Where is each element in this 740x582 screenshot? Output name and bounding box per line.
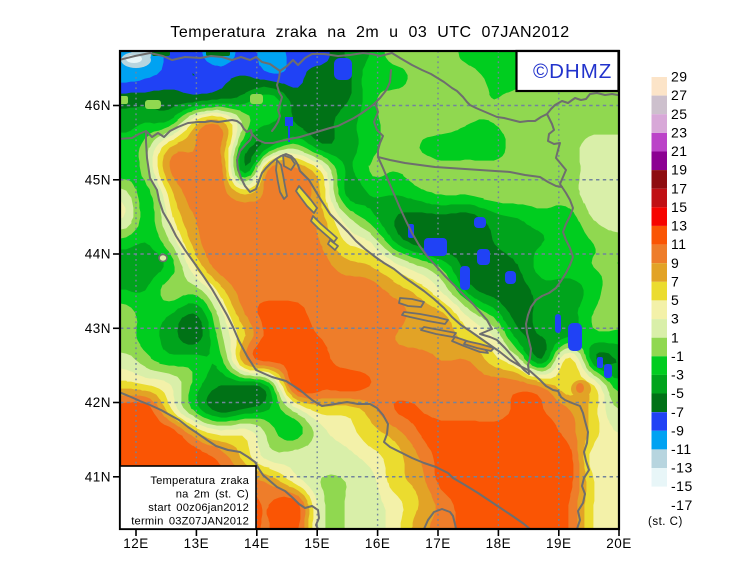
svg-text:start 00z06jan2012: start 00z06jan2012 xyxy=(148,502,249,514)
svg-text:44N: 44N xyxy=(85,247,111,262)
svg-text:-1: -1 xyxy=(671,348,684,364)
svg-text:16E: 16E xyxy=(365,536,391,551)
svg-text:13: 13 xyxy=(671,218,688,234)
svg-text:15E: 15E xyxy=(304,536,330,551)
svg-text:-9: -9 xyxy=(671,422,684,438)
svg-text:14E: 14E xyxy=(244,536,270,551)
svg-text:42N: 42N xyxy=(85,395,111,410)
svg-text:-15: -15 xyxy=(671,478,693,494)
svg-text:43N: 43N xyxy=(85,321,111,336)
svg-text:23: 23 xyxy=(671,125,688,141)
svg-text:7: 7 xyxy=(671,273,679,289)
svg-text:9: 9 xyxy=(671,255,679,271)
svg-text:19E: 19E xyxy=(546,536,572,551)
svg-text:3: 3 xyxy=(671,311,679,327)
svg-text:17: 17 xyxy=(671,180,688,196)
svg-text:12E: 12E xyxy=(123,536,149,551)
svg-text:13E: 13E xyxy=(184,536,210,551)
svg-text:29: 29 xyxy=(671,69,688,85)
svg-text:41N: 41N xyxy=(85,469,111,484)
svg-text:(st. C): (st. C) xyxy=(648,516,683,528)
svg-text:45N: 45N xyxy=(85,172,111,187)
svg-text:-3: -3 xyxy=(671,367,684,383)
svg-text:18E: 18E xyxy=(486,536,512,551)
svg-text:25: 25 xyxy=(671,106,688,122)
svg-text:Temperatura zraka: Temperatura zraka xyxy=(150,475,249,487)
svg-text:19: 19 xyxy=(671,162,688,178)
svg-text:46N: 46N xyxy=(85,98,111,113)
svg-text:na 2m (st. C): na 2m (st. C) xyxy=(176,489,249,501)
svg-text:Temperatura zraka na 2m u 03 U: Temperatura zraka na 2m u 03 UTC 07JAN20… xyxy=(170,24,569,41)
svg-text:21: 21 xyxy=(671,143,688,159)
svg-text:-13: -13 xyxy=(671,460,693,476)
svg-text:-17: -17 xyxy=(671,497,693,513)
svg-text:15: 15 xyxy=(671,199,688,215)
svg-text:©DHMZ: ©DHMZ xyxy=(533,60,612,83)
svg-text:17E: 17E xyxy=(425,536,451,551)
svg-text:termin 03Z07JAN2012: termin 03Z07JAN2012 xyxy=(131,516,249,528)
svg-text:-11: -11 xyxy=(671,441,692,457)
svg-text:5: 5 xyxy=(671,292,679,308)
svg-text:-7: -7 xyxy=(671,404,684,420)
svg-text:-5: -5 xyxy=(671,385,684,401)
svg-text:20E: 20E xyxy=(606,536,632,551)
svg-text:11: 11 xyxy=(671,236,687,252)
svg-text:1: 1 xyxy=(671,329,679,345)
svg-text:27: 27 xyxy=(671,87,688,103)
